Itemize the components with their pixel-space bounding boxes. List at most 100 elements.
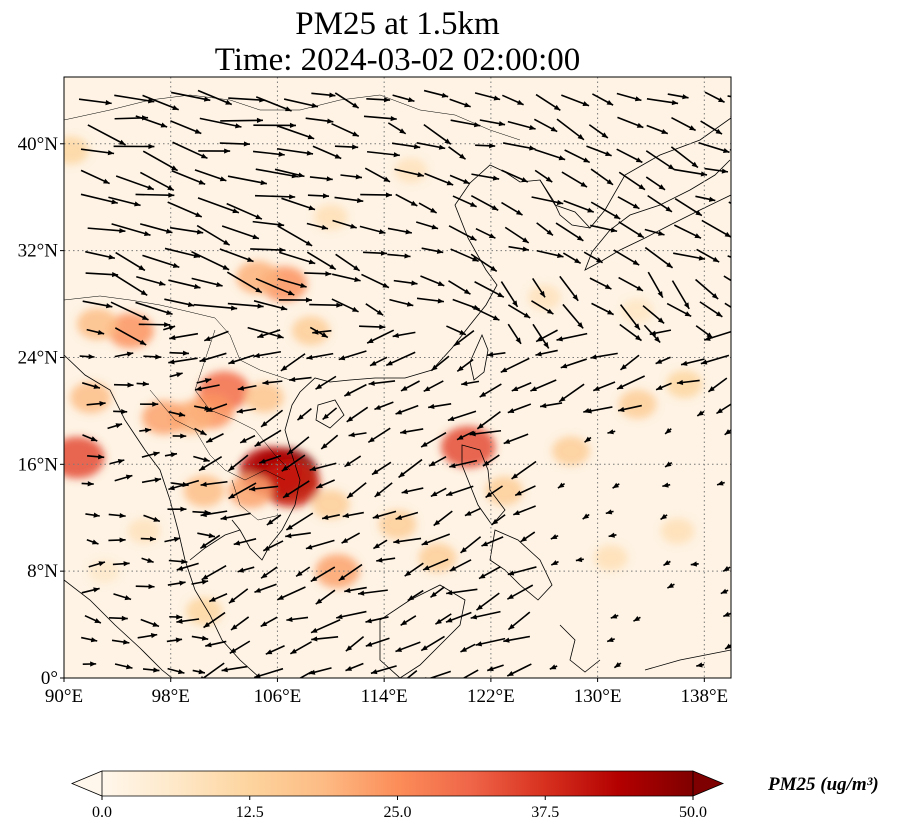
wind-vector-head	[718, 97, 725, 103]
wind-vector-shaft	[255, 277, 295, 296]
wind-vector-head	[103, 178, 110, 184]
wind-vector-head	[636, 122, 644, 128]
wind-vector-head	[342, 512, 350, 518]
wind-vector-head	[464, 510, 472, 516]
wind-vector-head	[199, 465, 206, 471]
wind-vector-head	[553, 104, 561, 111]
wind-vector-head	[90, 661, 97, 667]
wind-vector-shaft	[135, 301, 173, 316]
pm25-hotspot-6	[244, 382, 284, 413]
wind-vector-head	[635, 334, 642, 341]
wind-vector-head	[277, 333, 284, 339]
wind-vector-head	[604, 284, 612, 290]
pm25-hotspot-21	[378, 509, 417, 539]
wind-vector-shaft	[727, 255, 731, 259]
wind-vector-head	[610, 227, 618, 233]
wind-vector-head	[700, 171, 708, 177]
wind-vector-shaft	[221, 225, 260, 240]
wind-vector-head	[684, 311, 692, 317]
wind-vector-head	[577, 322, 584, 329]
wind-vector-head	[584, 436, 591, 443]
wind-vector-head	[223, 239, 230, 246]
wind-vector-head	[590, 354, 597, 360]
wind-vector-head	[454, 340, 461, 346]
wind-vector-head	[497, 292, 504, 298]
wind-vector-head	[460, 547, 467, 553]
wind-vector-head	[515, 490, 522, 496]
wind-vector-head	[228, 493, 236, 499]
wind-vector-head	[530, 386, 537, 392]
wind-vector-head	[535, 351, 542, 357]
wind-vector-head	[205, 642, 212, 648]
wind-vector-head	[661, 129, 668, 134]
pm25-hotspot-29	[314, 204, 348, 231]
wind-vector-head	[445, 617, 453, 623]
wind-vector-head	[141, 314, 149, 320]
wind-vector-head	[201, 579, 209, 585]
wind-vector-shaft	[114, 94, 155, 103]
wind-vector-head	[99, 401, 106, 407]
wind-vector-shaft	[723, 275, 731, 282]
wind-vector-head	[746, 232, 753, 237]
wind-vector-shaft	[171, 169, 206, 186]
wind-vector-head	[487, 666, 494, 672]
wind-vector-head	[715, 128, 723, 135]
wind-vector-head	[411, 280, 418, 286]
wind-vector-head	[352, 102, 359, 109]
wind-vector-head	[87, 481, 94, 487]
colorbar-tick-label: 37.5	[531, 804, 559, 821]
wind-vector-head	[289, 194, 296, 200]
wind-vector-head	[540, 403, 547, 409]
wind-vector-head	[400, 429, 407, 435]
wind-vector-head	[436, 248, 444, 254]
wind-vector-head	[204, 378, 212, 384]
coastline-sulawesi	[559, 624, 601, 673]
wind-vector-head	[404, 253, 411, 259]
pm25-hotspot-14	[236, 260, 279, 294]
wind-vector-head	[386, 360, 393, 366]
wind-vector-head	[365, 641, 373, 647]
wind-vector-head	[475, 641, 483, 647]
wind-vector-head	[441, 92, 449, 98]
wind-vector-head	[633, 616, 640, 622]
wind-vector-head	[610, 613, 618, 619]
wind-vector-head	[221, 667, 228, 673]
lat-tick-label: 24°N	[18, 347, 59, 368]
wind-vector-head	[706, 332, 713, 338]
wind-vector-head	[500, 367, 508, 373]
wind-vector-head	[577, 133, 584, 140]
wind-vector-head	[344, 461, 351, 467]
wind-vector-head	[665, 428, 672, 434]
wind-vector-head	[296, 570, 303, 577]
wind-vector-head	[449, 565, 457, 571]
wind-vector-head	[119, 537, 126, 543]
wind-vector-head	[605, 509, 613, 515]
wind-vector-head	[464, 102, 471, 108]
wind-vector-head	[260, 621, 268, 627]
wind-vector-head	[700, 359, 708, 365]
wind-vector-head	[262, 380, 269, 386]
wind-vector-shaft	[255, 168, 299, 178]
wind-vector-head	[606, 179, 614, 185]
wind-vector-head	[261, 421, 268, 427]
wind-vector-head	[152, 401, 159, 407]
wind-vector-head	[748, 163, 754, 169]
wind-vector-head	[225, 99, 232, 105]
wind-vector-head	[354, 276, 361, 282]
pm25-hotspot-28	[660, 518, 695, 544]
wind-vector-head	[144, 427, 152, 433]
wind-vector-head	[206, 406, 213, 412]
wind-vector-head	[306, 354, 313, 360]
wind-vector-head	[511, 386, 519, 392]
wind-vector-head	[417, 172, 424, 178]
wind-vector-head	[477, 423, 484, 429]
pm25-hotspot-25	[618, 389, 657, 419]
wind-vector-head	[520, 536, 528, 542]
wind-vector-head	[503, 637, 510, 643]
wind-vector-head	[126, 664, 133, 670]
wind-vector-head	[407, 595, 415, 601]
wind-vector-head	[546, 229, 553, 236]
wind-vector-head	[662, 482, 669, 488]
wind-vector-head	[344, 587, 351, 593]
wind-vector-head	[181, 558, 188, 565]
